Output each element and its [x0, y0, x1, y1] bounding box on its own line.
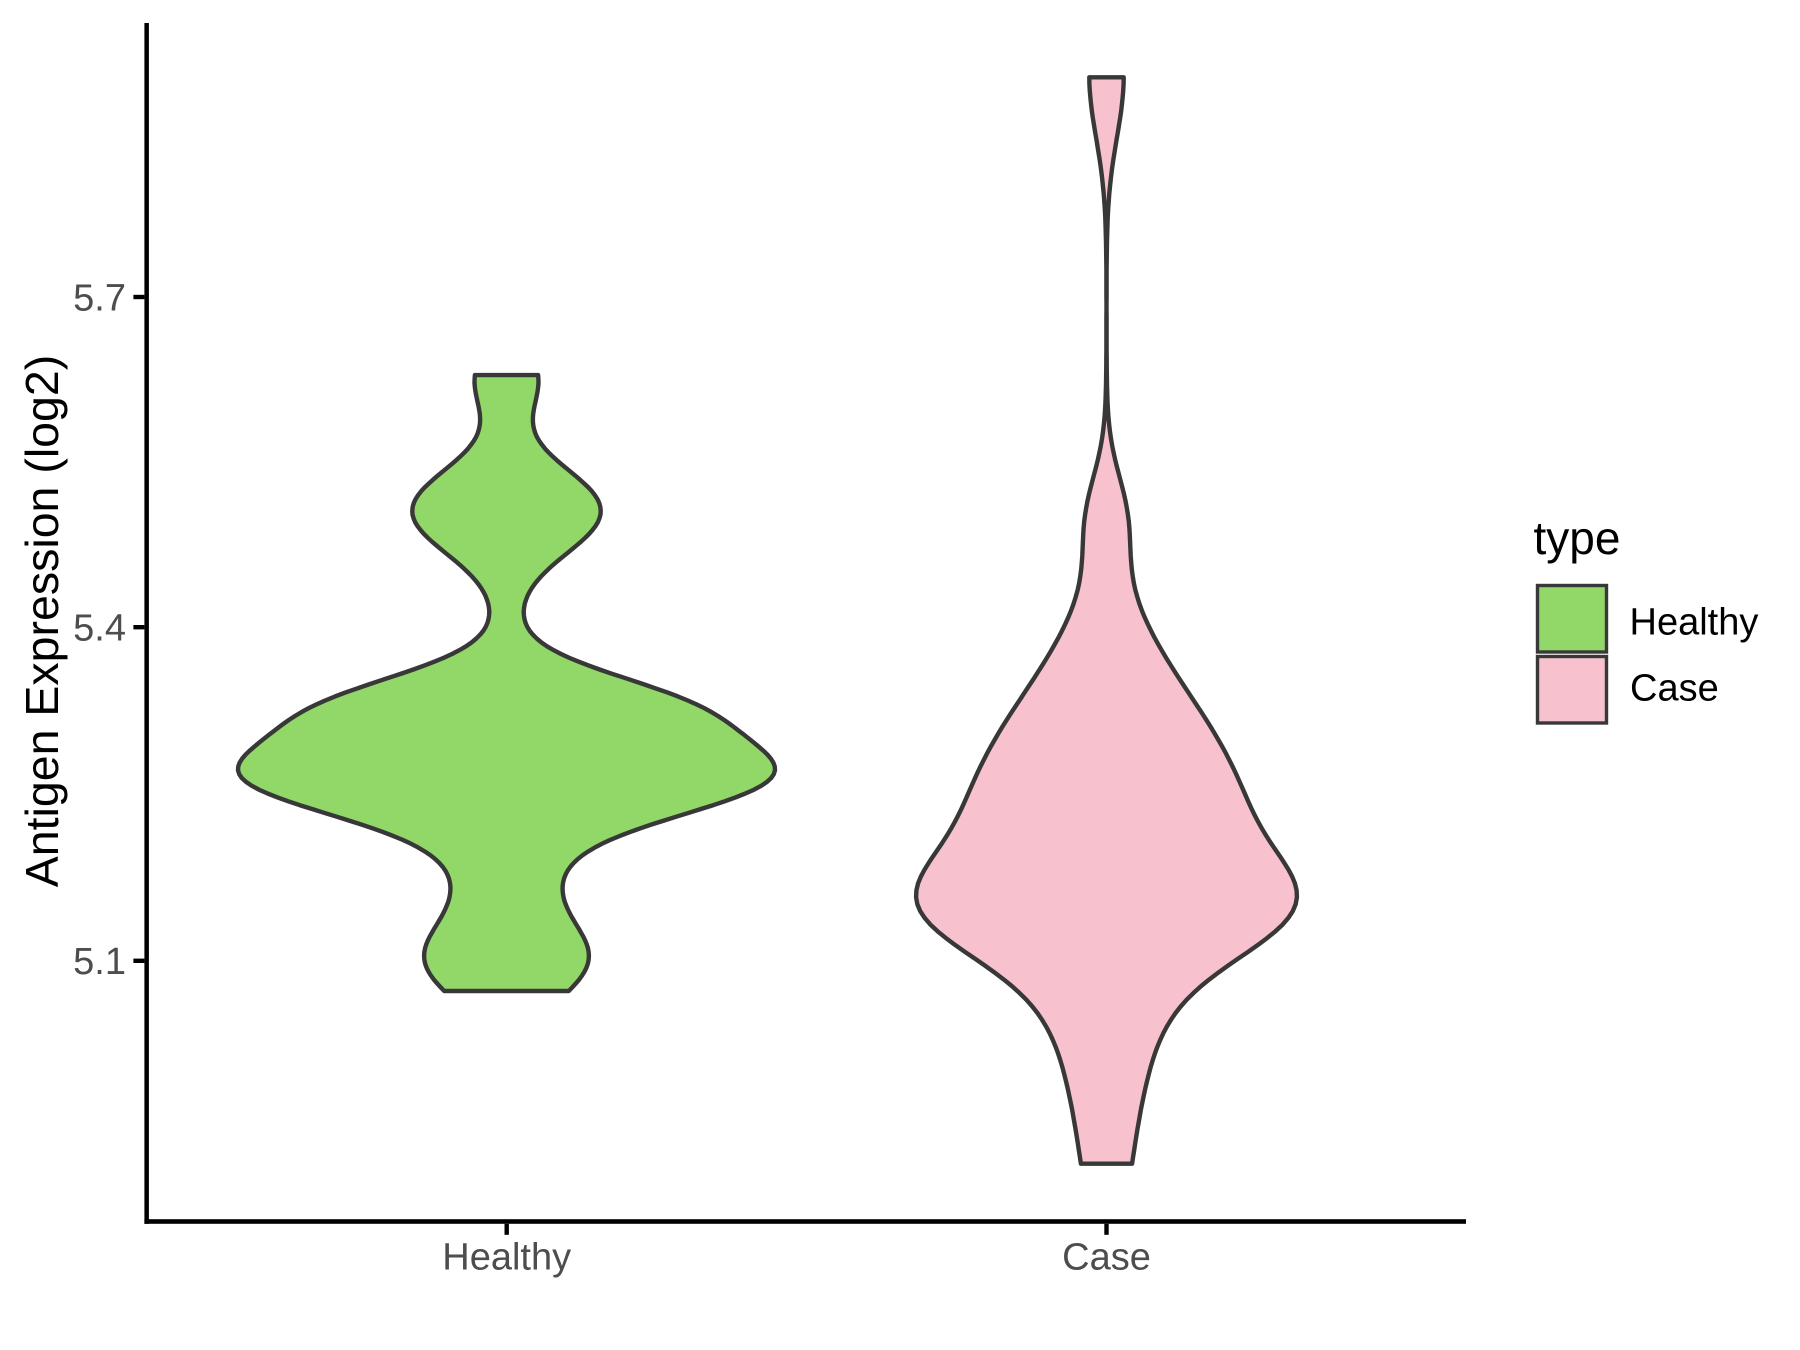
svg-text:Case: Case: [1062, 1237, 1151, 1279]
svg-text:Healthy: Healthy: [442, 1237, 571, 1279]
svg-text:Antigen Expression (log2): Antigen Expression (log2): [16, 355, 68, 887]
svg-text:5.1: 5.1: [73, 941, 126, 983]
svg-text:Case: Case: [1630, 668, 1719, 710]
svg-text:type: type: [1534, 512, 1621, 564]
svg-text:5.7: 5.7: [73, 278, 126, 320]
svg-text:Healthy: Healthy: [1630, 602, 1759, 644]
svg-text:5.4: 5.4: [73, 608, 126, 650]
